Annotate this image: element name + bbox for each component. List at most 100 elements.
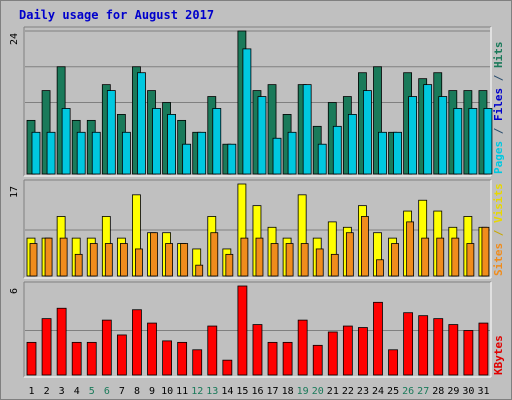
x-tick-label-day-21: 21 bbox=[327, 386, 339, 397]
bar-pages-day-1 bbox=[31, 131, 41, 175]
x-tick-label-day-17: 17 bbox=[267, 386, 279, 397]
legend-: / bbox=[492, 121, 505, 141]
x-tick-label-day-16: 16 bbox=[251, 386, 263, 397]
bar-kbytes-day-9 bbox=[147, 322, 157, 376]
bar-sites-day-29 bbox=[451, 237, 460, 277]
bar-kbytes-day-5 bbox=[86, 341, 97, 376]
x-tick-label-day-25: 25 bbox=[387, 386, 399, 397]
panel-legend: KBytes bbox=[492, 335, 505, 375]
bar-pages-day-30 bbox=[468, 108, 478, 175]
bar-kbytes-day-1 bbox=[26, 341, 37, 376]
bar-pages-day-27 bbox=[423, 84, 433, 175]
legend-kbytes: KBytes bbox=[492, 335, 505, 375]
bar-kbytes-day-15 bbox=[237, 285, 248, 376]
bar-pages-day-21 bbox=[332, 125, 342, 175]
x-tick-label-day-5: 5 bbox=[89, 386, 95, 397]
bar-sites-day-6 bbox=[104, 243, 113, 277]
x-tick-label-day-9: 9 bbox=[149, 386, 155, 397]
bar-kbytes-day-26 bbox=[403, 312, 414, 376]
bar-kbytes-day-29 bbox=[448, 324, 459, 376]
bar-kbytes-day-28 bbox=[433, 318, 444, 376]
bar-sites-day-28 bbox=[436, 237, 445, 277]
bar-hits-day-24 bbox=[373, 66, 382, 175]
bar-pages-day-19 bbox=[302, 84, 312, 175]
bar-kbytes-day-10 bbox=[162, 340, 172, 376]
bar-kbytes-day-13 bbox=[207, 325, 218, 376]
bar-sites-day-27 bbox=[421, 237, 430, 277]
bar-pages-day-7 bbox=[121, 131, 131, 175]
bar-pages-day-14 bbox=[227, 143, 237, 175]
x-tick-label-day-27: 27 bbox=[417, 386, 429, 397]
bar-sites-day-17 bbox=[270, 243, 279, 277]
x-tick-label-day-12: 12 bbox=[191, 386, 203, 397]
x-tick-label-day-23: 23 bbox=[357, 386, 369, 397]
x-tick-label-day-6: 6 bbox=[104, 386, 110, 397]
bar-sites-day-8 bbox=[135, 248, 143, 277]
bar-sites-day-15 bbox=[240, 237, 249, 277]
x-tick-label-day-11: 11 bbox=[176, 386, 188, 397]
bar-pages-day-15 bbox=[242, 48, 252, 175]
bar-kbytes-day-16 bbox=[252, 324, 263, 376]
x-tick-label-day-7: 7 bbox=[119, 386, 125, 397]
bar-pages-day-3 bbox=[61, 108, 71, 175]
bar-pages-day-10 bbox=[167, 114, 176, 175]
bar-sites-day-31 bbox=[481, 226, 490, 277]
x-tick-label-day-2: 2 bbox=[44, 386, 50, 397]
bar-kbytes-day-20 bbox=[312, 344, 323, 376]
bar-sites-day-20 bbox=[315, 248, 324, 277]
bar-pages-day-13 bbox=[212, 108, 222, 175]
bar-kbytes-day-27 bbox=[418, 315, 429, 376]
y-axis-max-label: 6 bbox=[9, 288, 20, 294]
bar-pages-day-17 bbox=[272, 137, 282, 175]
bar-kbytes-day-30 bbox=[463, 330, 474, 376]
bar-kbytes-day-7 bbox=[116, 334, 127, 376]
bar-kbytes-day-6 bbox=[101, 319, 112, 376]
panel-kbytes: 6 KBytes bbox=[9, 281, 505, 378]
bar-kbytes-day-12 bbox=[192, 349, 203, 376]
bar-sites-day-5 bbox=[89, 243, 98, 277]
bar-sites-day-18 bbox=[285, 243, 294, 277]
bar-pages-day-22 bbox=[347, 114, 357, 175]
x-tick-label-day-10: 10 bbox=[161, 386, 173, 397]
chart-panels: 24 Pages / Files / Hits 17 Sites / Visits 6 K… bbox=[9, 26, 505, 378]
bar-pages-day-18 bbox=[287, 131, 297, 175]
bar-sites-day-12 bbox=[195, 264, 204, 277]
bar-pages-day-24 bbox=[378, 131, 387, 175]
legend-visits: Visits bbox=[492, 183, 505, 223]
x-tick-label-day-1: 1 bbox=[29, 386, 35, 397]
bar-sites-day-4 bbox=[74, 253, 83, 277]
bar-sites-day-30 bbox=[466, 243, 475, 277]
bar-sites-day-26 bbox=[406, 221, 415, 277]
bar-sites-day-24 bbox=[376, 259, 384, 277]
bar-sites-day-9 bbox=[150, 232, 158, 277]
x-tick-label-day-26: 26 bbox=[402, 386, 414, 397]
bar-pages-day-29 bbox=[453, 108, 463, 175]
bar-kbytes-day-14 bbox=[222, 359, 233, 376]
x-tick-label-day-30: 30 bbox=[462, 386, 474, 397]
bar-pages-day-31 bbox=[483, 108, 493, 175]
bar-sites-day-19 bbox=[300, 243, 309, 277]
bar-sites-day-21 bbox=[330, 253, 339, 277]
bar-pages-day-6 bbox=[106, 90, 116, 175]
bar-pages-day-28 bbox=[438, 96, 448, 175]
x-tick-label-day-4: 4 bbox=[74, 386, 80, 397]
bar-kbytes-day-18 bbox=[282, 341, 293, 376]
bar-kbytes-day-11 bbox=[177, 341, 188, 376]
panel-legend: Pages / Files / Hits bbox=[492, 42, 505, 175]
panel-hits-files-pages: 24 Pages / Files / Hits bbox=[9, 26, 505, 177]
bar-sites-day-10 bbox=[165, 243, 173, 277]
bar-pages-day-20 bbox=[317, 143, 327, 175]
y-axis-max-label: 24 bbox=[9, 33, 20, 45]
legend-pages: Pages bbox=[492, 141, 505, 174]
x-tick-label-day-3: 3 bbox=[59, 386, 65, 397]
x-tick-label-day-15: 15 bbox=[236, 386, 248, 397]
x-tick-label-day-19: 19 bbox=[297, 386, 309, 397]
bar-sites-day-2 bbox=[44, 237, 53, 277]
x-tick-label-day-14: 14 bbox=[221, 386, 233, 397]
bar-sites-day-23 bbox=[361, 216, 369, 277]
bar-sites-day-22 bbox=[345, 232, 354, 277]
bar-sites-day-16 bbox=[255, 237, 264, 277]
legend-files: Files bbox=[492, 88, 505, 121]
bar-pages-day-16 bbox=[257, 96, 267, 175]
